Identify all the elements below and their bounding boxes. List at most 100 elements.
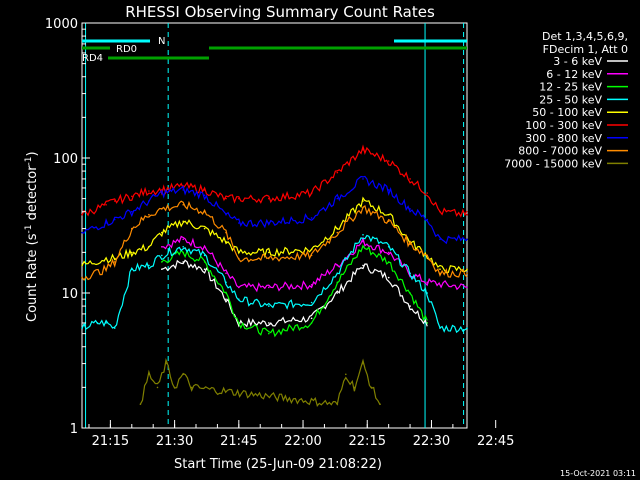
data-point <box>238 197 240 200</box>
y-axis: 1 10 100 1000 <box>45 17 90 437</box>
data-point <box>387 261 390 263</box>
data-point <box>466 213 468 216</box>
data-point <box>225 197 227 200</box>
data-point <box>81 327 83 329</box>
data-point <box>203 246 206 248</box>
data-point <box>161 261 163 263</box>
data-point <box>387 160 390 162</box>
data-point <box>156 386 159 389</box>
data-point <box>238 222 240 224</box>
data-point <box>362 246 364 248</box>
data-point <box>310 322 313 324</box>
data-point <box>409 243 411 245</box>
data-point <box>439 210 441 213</box>
data-point <box>148 213 150 216</box>
data-point <box>336 231 339 234</box>
legend: Det 1,3,4,5,6,9,FDecim 1, Att 03 - 6 keV… <box>504 30 628 170</box>
data-point <box>439 238 441 241</box>
rd4-label: RD4 <box>82 53 103 64</box>
data-point <box>310 192 313 194</box>
data-point <box>466 272 468 275</box>
data-point <box>161 231 163 234</box>
data-point <box>379 403 381 406</box>
data-point <box>466 238 468 241</box>
legend-entry-label: 12 - 25 keV <box>539 81 602 94</box>
x-axis-label: Start Time (25-Jun-09 21:08:22) <box>174 457 382 472</box>
data-point <box>387 213 390 216</box>
y-tick-label: 10 <box>61 287 78 302</box>
series-100-300keV <box>81 144 468 218</box>
data-point <box>113 261 116 263</box>
data-point <box>225 272 227 275</box>
data-point <box>336 281 339 284</box>
series-line <box>81 200 468 282</box>
data-point <box>409 272 411 275</box>
data-point <box>409 208 411 210</box>
data-point <box>182 204 184 206</box>
data-point <box>466 327 468 329</box>
x-tick-label: 22:45 <box>477 434 514 449</box>
data-point <box>173 386 176 389</box>
data-point <box>409 305 411 307</box>
data-point <box>426 281 429 284</box>
data-point <box>182 238 184 241</box>
y-axis-label-main: Count Rate (s <box>25 233 40 322</box>
data-point <box>105 222 107 224</box>
y-axis-label-sup2: -1 <box>24 156 34 165</box>
data-point <box>148 190 150 192</box>
data-point <box>131 195 133 198</box>
data-point <box>387 276 390 279</box>
data-point <box>105 322 107 324</box>
data-point <box>310 217 313 219</box>
data-point <box>387 189 390 191</box>
data-point <box>336 227 339 230</box>
rd0-label: RD0 <box>116 44 137 55</box>
data-point <box>268 286 270 289</box>
status-bars: N RD0 RD4 <box>82 23 467 428</box>
data-point <box>409 178 411 180</box>
data-point <box>113 327 116 329</box>
data-point <box>439 268 441 271</box>
data-point <box>225 281 227 284</box>
data-point <box>387 220 390 223</box>
legend-entry-label: 800 - 7000 keV <box>518 145 602 158</box>
data-point <box>353 386 356 389</box>
y-axis-label-end: ) <box>25 151 40 156</box>
data-point <box>182 220 184 223</box>
data-point <box>161 246 163 248</box>
data-point <box>426 218 429 221</box>
data-point <box>238 251 240 254</box>
series-line <box>81 175 468 245</box>
night-label: N <box>158 36 165 47</box>
series-line <box>81 144 468 218</box>
data-point <box>387 246 390 248</box>
y-tick-label: 100 <box>53 152 78 167</box>
y-tick-label: 1000 <box>45 17 78 32</box>
data-point <box>81 264 83 267</box>
series-layer <box>81 144 468 407</box>
x-axis: 21:15 21:30 21:45 22:00 22:15 22:30 22:45 <box>88 420 514 449</box>
series-300-800keV <box>81 175 468 245</box>
data-point <box>225 231 227 234</box>
series-7000-15000keV <box>139 357 381 407</box>
data-point <box>182 246 184 248</box>
series-3-6keV <box>161 259 429 328</box>
data-point <box>203 210 206 213</box>
data-point <box>161 192 163 194</box>
data-point <box>161 268 163 271</box>
footer-date: 15-Oct-2021 03:11 <box>560 469 636 478</box>
data-point <box>148 373 150 376</box>
plot-border <box>81 22 468 429</box>
legend-entry-label: 3 - 6 keV <box>553 55 602 68</box>
data-point <box>165 362 167 365</box>
chart-title: RHESSI Observing Summary Count Rates <box>125 3 435 21</box>
y-axis-label: Count Rate (s-1 detector-1) <box>24 151 40 322</box>
data-point <box>336 197 339 200</box>
data-point <box>466 268 468 271</box>
data-point <box>268 305 270 307</box>
data-point <box>203 254 206 257</box>
data-point <box>370 386 373 389</box>
data-point <box>96 322 99 324</box>
data-point <box>336 264 339 267</box>
